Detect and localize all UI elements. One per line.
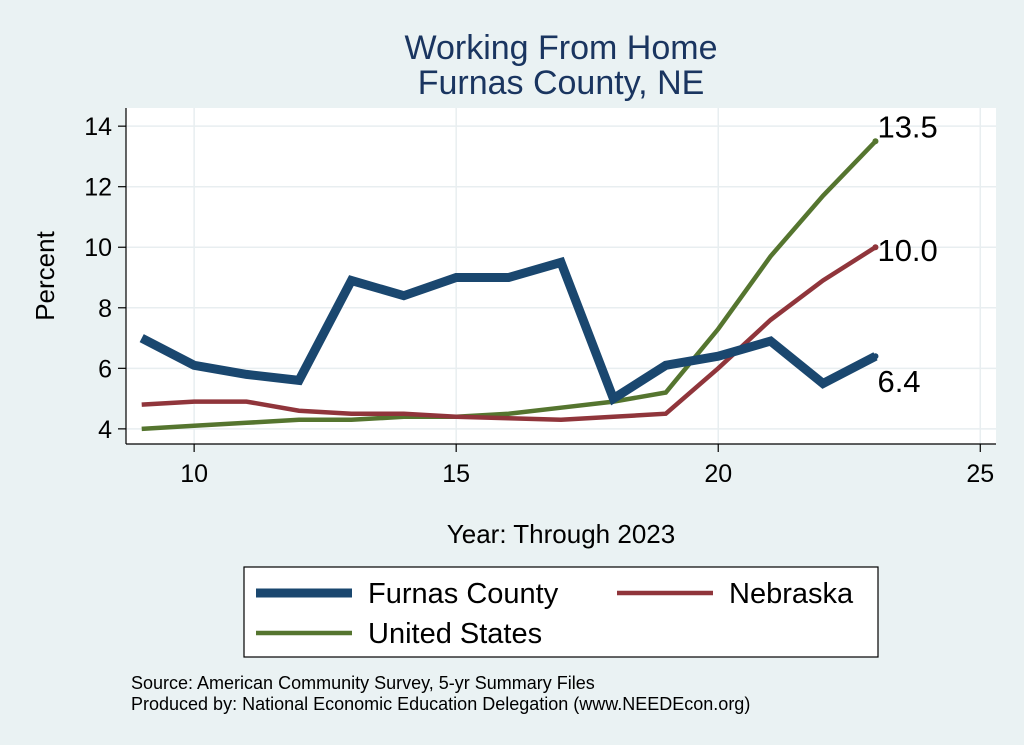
- series-line-furnas-county: [139, 256, 878, 406]
- end-labels: 6.4 10.0 13.5: [877, 109, 937, 399]
- producer-note: Produced by: National Economic Education…: [131, 694, 750, 714]
- y-axis-title: Percent: [30, 230, 60, 320]
- end-label-furnas-county: 6.4: [877, 364, 920, 399]
- chart-title-line-2: Furnas County, NE: [418, 64, 705, 102]
- y-tick-label: 6: [98, 355, 112, 383]
- x-tick-label: 20: [704, 460, 732, 488]
- y-tick-label: 4: [98, 416, 112, 444]
- legend-label: Furnas County: [368, 578, 559, 610]
- series-layer: [139, 138, 879, 432]
- x-tick-label: 25: [966, 460, 994, 488]
- y-tick-label: 12: [84, 174, 112, 202]
- end-label-united-states: 13.5: [877, 109, 937, 144]
- y-tick-label: 14: [84, 113, 112, 141]
- plot-area: [126, 108, 996, 444]
- series-end-point: [872, 353, 879, 360]
- y-tick-label: 10: [84, 234, 112, 262]
- x-axis-title: Year: Through 2023: [447, 519, 675, 549]
- x-tick-label: 15: [442, 460, 470, 488]
- source-note: Source: American Community Survey, 5-yr …: [131, 673, 595, 693]
- axes: 4 6 8 10 12 14 10 15 20 25: [84, 108, 996, 488]
- series-end-point: [872, 138, 879, 145]
- legend-label: Nebraska: [729, 578, 854, 610]
- end-label-nebraska: 10.0: [877, 233, 937, 268]
- series-line-nebraska: [141, 245, 877, 423]
- series-end-point: [872, 244, 879, 251]
- x-tick-label: 10: [180, 460, 208, 488]
- legend-box: [243, 566, 879, 658]
- legend: Furnas County Nebraska United States: [256, 578, 854, 650]
- y-tick-label: 8: [98, 295, 112, 323]
- legend-label: United States: [368, 618, 542, 650]
- chart-title-line-1: Working From Home: [405, 29, 718, 67]
- gridlines: [126, 108, 996, 444]
- series-line-united-states: [141, 139, 878, 432]
